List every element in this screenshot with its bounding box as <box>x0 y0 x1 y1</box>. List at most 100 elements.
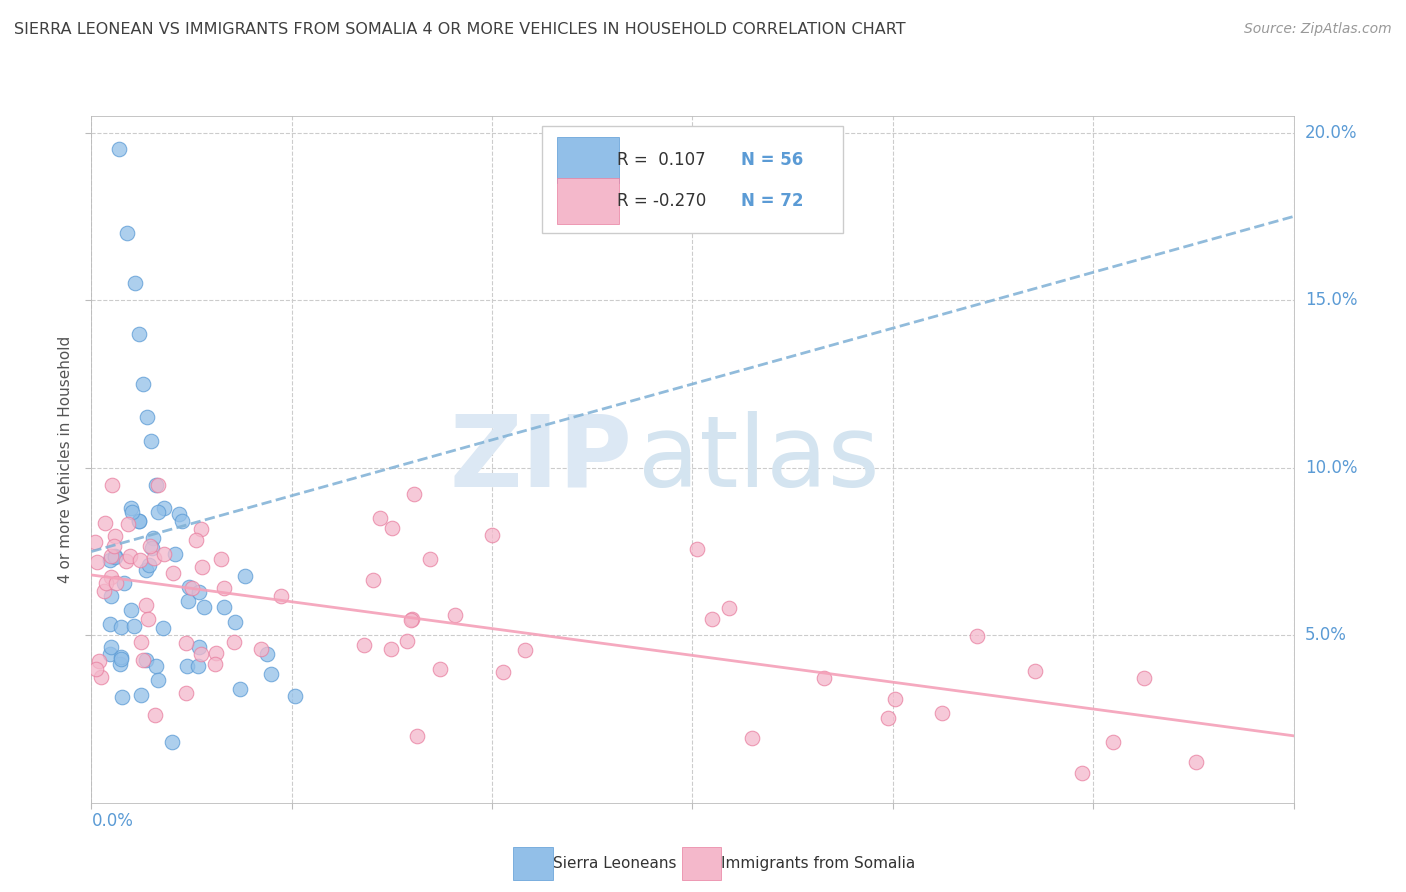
Point <box>145 477 167 491</box>
Point <box>163 547 186 561</box>
Point <box>181 581 204 595</box>
Point <box>103 539 125 553</box>
Point <box>141 434 163 448</box>
Point <box>135 598 157 612</box>
Point <box>141 531 163 545</box>
Text: R = -0.270: R = -0.270 <box>617 192 706 211</box>
Point <box>86 556 108 570</box>
Point <box>100 589 122 603</box>
Point <box>129 688 152 702</box>
Point <box>222 634 245 648</box>
Text: SIERRA LEONEAN VS IMMIGRANTS FROM SOMALIA 4 OR MORE VEHICLES IN HOUSEHOLD CORREL: SIERRA LEONEAN VS IMMIGRANTS FROM SOMALI… <box>14 22 905 37</box>
Text: 0.0%: 0.0% <box>91 812 134 830</box>
Point <box>381 521 404 535</box>
Point <box>191 560 214 574</box>
Point <box>188 640 211 654</box>
Point <box>167 507 190 521</box>
Point <box>145 659 167 673</box>
Point <box>260 667 283 681</box>
Point <box>224 615 246 629</box>
Point <box>115 553 138 567</box>
Point <box>966 630 988 644</box>
Point <box>139 539 162 553</box>
Point <box>404 486 426 500</box>
Point <box>100 549 122 564</box>
Point <box>110 620 132 634</box>
Point <box>813 671 835 685</box>
Point <box>122 619 145 633</box>
Point <box>136 611 159 625</box>
Point <box>90 670 112 684</box>
Point <box>148 673 170 688</box>
Point <box>128 326 150 341</box>
Point <box>84 662 107 676</box>
Point <box>141 541 163 555</box>
Point <box>98 617 121 632</box>
Point <box>1133 671 1156 685</box>
Point <box>120 501 142 516</box>
Point <box>353 639 375 653</box>
Text: Source: ZipAtlas.com: Source: ZipAtlas.com <box>1244 22 1392 37</box>
Point <box>93 516 115 530</box>
Point <box>143 707 166 722</box>
Point <box>177 594 200 608</box>
Text: Immigrants from Somalia: Immigrants from Somalia <box>721 856 915 871</box>
Text: atlas: atlas <box>638 411 880 508</box>
Point <box>98 647 121 661</box>
Point <box>717 601 740 615</box>
Point <box>190 522 212 536</box>
Point <box>129 635 152 649</box>
Point <box>176 658 198 673</box>
Point <box>1070 766 1092 780</box>
Text: 20.0%: 20.0% <box>1305 124 1357 142</box>
FancyBboxPatch shape <box>557 178 619 225</box>
Point <box>190 648 212 662</box>
Point <box>187 659 209 673</box>
Point <box>1185 755 1208 769</box>
Point <box>419 552 441 566</box>
Point <box>877 711 900 725</box>
Point <box>120 549 142 563</box>
Point <box>401 612 423 626</box>
Point <box>121 505 143 519</box>
Text: Sierra Leoneans: Sierra Leoneans <box>553 856 676 871</box>
Point <box>101 477 124 491</box>
Point <box>117 516 139 531</box>
Point <box>136 410 159 425</box>
Point <box>686 542 709 557</box>
Y-axis label: 4 or more Vehicles in Household: 4 or more Vehicles in Household <box>58 335 73 583</box>
Point <box>380 642 402 657</box>
Point <box>406 729 429 743</box>
Point <box>124 277 146 291</box>
Text: N = 56: N = 56 <box>741 151 803 169</box>
Point <box>256 647 278 661</box>
Point <box>104 550 127 565</box>
Point <box>204 657 226 672</box>
Point <box>132 376 155 391</box>
Point <box>429 662 451 676</box>
Text: 15.0%: 15.0% <box>1305 291 1357 310</box>
Point <box>481 528 503 542</box>
Point <box>174 636 197 650</box>
Text: 5.0%: 5.0% <box>1305 626 1347 644</box>
Point <box>100 570 122 584</box>
Point <box>84 535 107 549</box>
Point <box>212 581 235 595</box>
Point <box>153 547 176 561</box>
Point <box>93 583 115 598</box>
Point <box>883 692 905 706</box>
Text: R =  0.107: R = 0.107 <box>617 151 706 169</box>
Point <box>204 646 226 660</box>
FancyBboxPatch shape <box>543 127 842 233</box>
Point <box>111 690 134 704</box>
Point <box>117 226 139 240</box>
Point <box>396 634 419 648</box>
Point <box>270 589 292 603</box>
Point <box>186 533 208 547</box>
Point <box>233 569 256 583</box>
Point <box>228 681 250 696</box>
Point <box>174 686 197 700</box>
Point <box>284 689 307 703</box>
Point <box>515 643 537 657</box>
Point <box>152 622 174 636</box>
